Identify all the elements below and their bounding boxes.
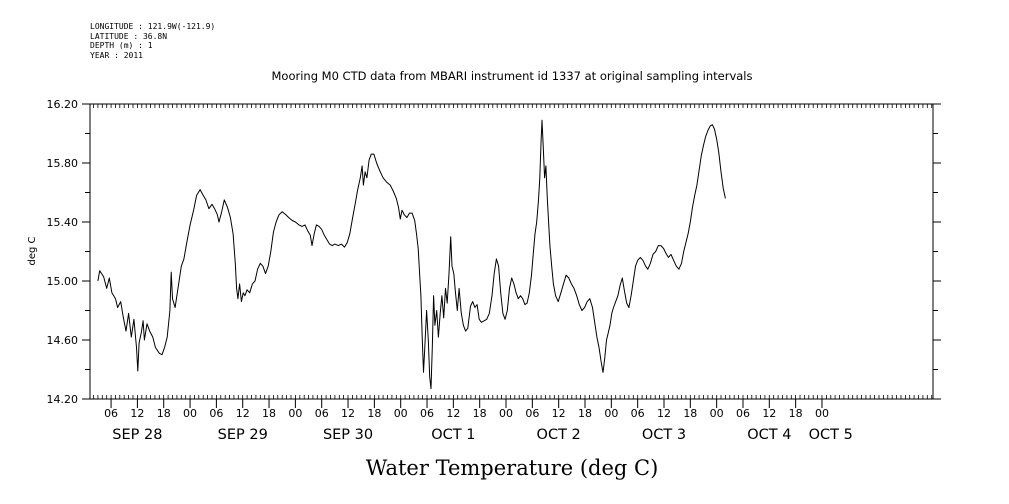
metadata-depth: DEPTH (m) : 1 <box>90 41 153 50</box>
x-axis-label: Water Temperature (deg C) <box>366 456 659 480</box>
x-day-label: OCT 1 <box>431 427 475 443</box>
x-day-label: OCT 5 <box>809 427 853 443</box>
x-tick-label: 12 <box>762 407 776 420</box>
x-tick-label: 00 <box>499 407 513 420</box>
x-tick-label: 00 <box>288 407 302 420</box>
x-tick-label: 00 <box>710 407 724 420</box>
x-tick-label: 18 <box>157 407 171 420</box>
x-tick-label: 18 <box>789 407 803 420</box>
y-tick-label: 15.00 <box>47 275 79 288</box>
x-day-label: SEP 29 <box>218 427 268 443</box>
x-tick-label: 18 <box>262 407 276 420</box>
x-tick-label: 12 <box>657 407 671 420</box>
x-tick-label: 00 <box>815 407 829 420</box>
metadata-latitude: LATITUDE : 36.8N <box>90 31 168 41</box>
x-day-label: OCT 3 <box>642 427 686 443</box>
x-tick-label: 18 <box>683 407 697 420</box>
x-tick-label: 06 <box>525 407 539 420</box>
x-tick-label: 06 <box>315 407 329 420</box>
x-tick-label: 12 <box>552 407 566 420</box>
x-tick-label: 12 <box>236 407 250 420</box>
plot-frame <box>89 103 934 400</box>
x-tick-label: 12 <box>341 407 355 420</box>
x-tick-label: 06 <box>209 407 223 420</box>
y-tick-label: 15.40 <box>47 216 79 229</box>
x-day-label: SEP 30 <box>323 427 373 443</box>
x-tick-label: 18 <box>473 407 487 420</box>
metadata-longitude: LONGITUDE : 121.9W(-121.9) <box>90 22 216 31</box>
x-tick-label: 00 <box>183 407 197 420</box>
y-axis-label: deg C <box>27 236 38 265</box>
x-tick-label: 00 <box>604 407 618 420</box>
x-tick-label: 00 <box>394 407 408 420</box>
water-temperature-line <box>97 119 726 390</box>
x-day-label: SEP 28 <box>112 427 162 443</box>
x-tick-label: 06 <box>104 407 118 420</box>
x-day-label: OCT 4 <box>747 427 791 443</box>
x-tick-label: 12 <box>446 407 460 420</box>
x-tick-label: 18 <box>578 407 592 420</box>
x-tick-label: 18 <box>367 407 381 420</box>
y-tick-label: 14.20 <box>47 393 79 406</box>
chart-title: Mooring M0 CTD data from MBARI instrumen… <box>272 69 753 83</box>
y-tick-label: 15.80 <box>47 157 79 170</box>
x-tick-label: 06 <box>736 407 750 420</box>
y-tick-label: 16.20 <box>47 98 79 111</box>
y-tick-label: 14.60 <box>47 334 79 347</box>
x-tick-label: 06 <box>631 407 645 420</box>
x-minor-ticks <box>93 104 933 399</box>
metadata-year: YEAR : 2011 <box>90 50 143 60</box>
metadata-block: LONGITUDE : 121.9W(-121.9) LATITUDE : 36… <box>90 22 215 60</box>
x-tick-label: 12 <box>130 407 144 420</box>
x-tick-label: 06 <box>420 407 434 420</box>
x-day-label: OCT 2 <box>537 427 581 443</box>
